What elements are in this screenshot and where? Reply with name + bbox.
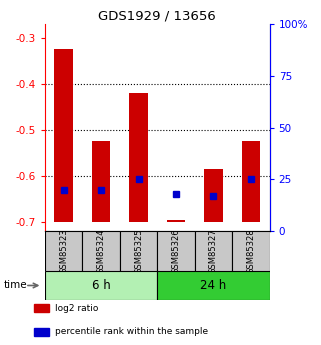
Bar [157, 231, 195, 271]
Text: time: time [3, 280, 27, 290]
Bar [204, 169, 223, 222]
Text: 6 h: 6 h [92, 279, 110, 292]
Text: GSM85325: GSM85325 [134, 228, 143, 274]
Bar [195, 231, 232, 271]
Bar [45, 271, 157, 300]
Bar [242, 141, 260, 222]
Text: GSM85324: GSM85324 [97, 228, 106, 274]
Bar [167, 220, 185, 222]
Bar [45, 231, 82, 271]
Bar [92, 141, 110, 222]
Text: 24 h: 24 h [200, 279, 227, 292]
Bar [129, 93, 148, 222]
Bar [232, 231, 270, 271]
Text: percentile rank within the sample: percentile rank within the sample [55, 327, 208, 336]
Bar [120, 231, 157, 271]
Bar [157, 271, 270, 300]
Text: GSM85327: GSM85327 [209, 228, 218, 274]
Text: GSM85328: GSM85328 [247, 228, 256, 274]
Text: GSM85326: GSM85326 [171, 228, 180, 274]
Bar [34, 305, 49, 312]
Text: log2 ratio: log2 ratio [55, 304, 98, 313]
Title: GDS1929 / 13656: GDS1929 / 13656 [99, 10, 216, 23]
Text: GSM85323: GSM85323 [59, 228, 68, 274]
Bar [34, 328, 49, 335]
Bar [82, 231, 120, 271]
Bar [54, 49, 73, 222]
